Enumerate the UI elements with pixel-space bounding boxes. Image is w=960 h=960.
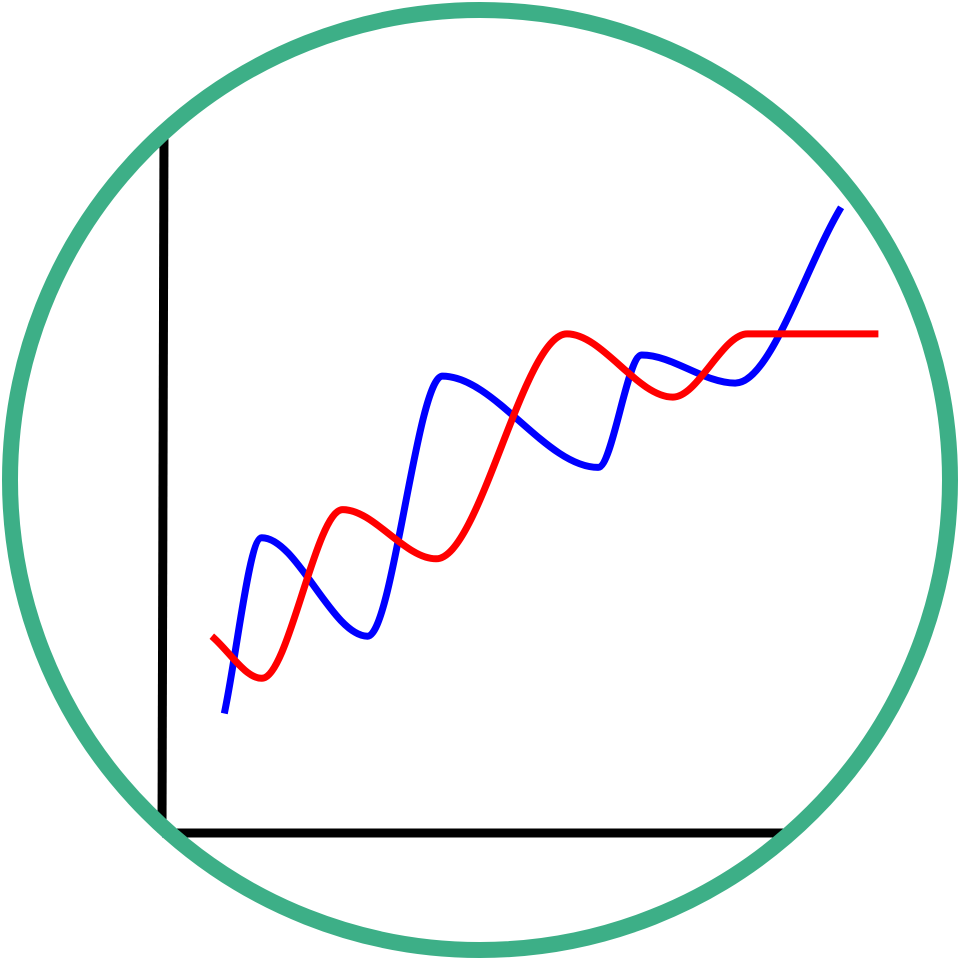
series-line-2 <box>209 330 879 682</box>
series-line-1 <box>220 205 845 715</box>
y-axis <box>157 129 169 834</box>
plot-area <box>157 129 879 838</box>
series-layer <box>209 205 879 715</box>
